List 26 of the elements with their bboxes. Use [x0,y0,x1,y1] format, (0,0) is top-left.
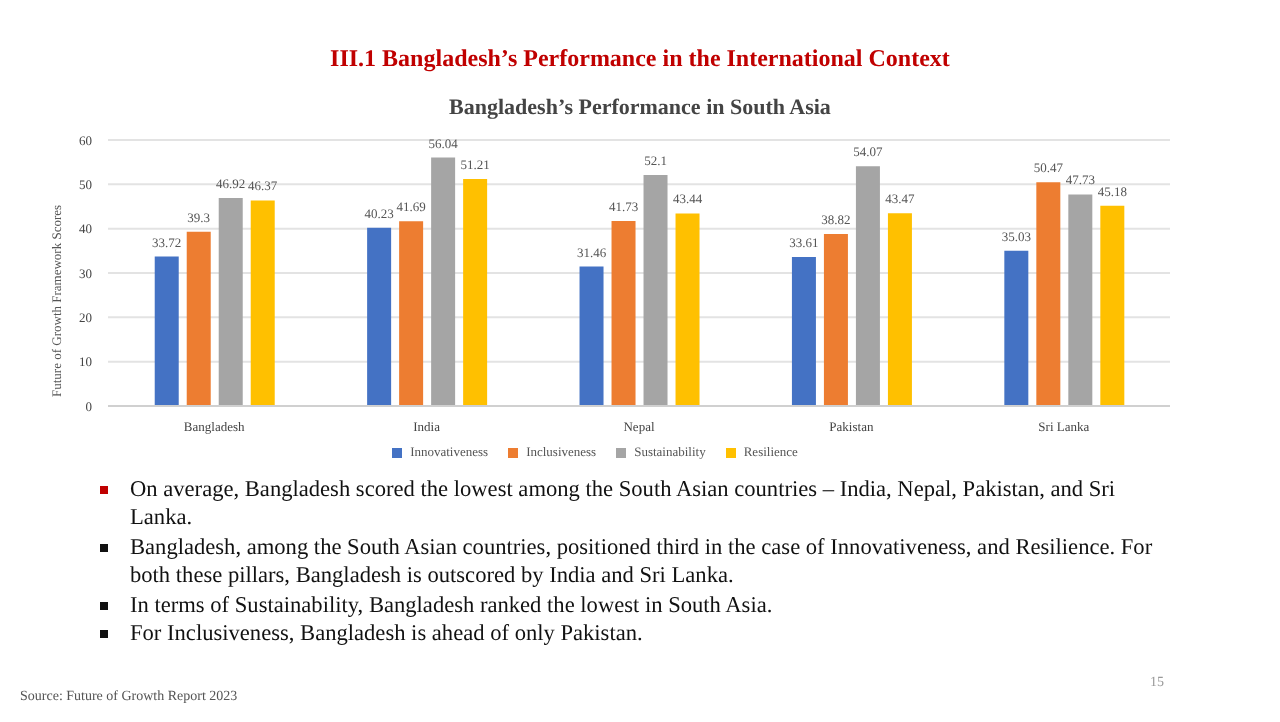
bar [463,178,488,406]
bar [855,166,880,406]
bar [887,213,912,406]
bar [791,257,816,406]
bar [399,221,424,406]
bar [250,200,275,406]
bar [154,256,179,406]
bar [1004,250,1029,406]
bar [367,227,392,406]
bar [675,213,700,406]
bar [579,266,604,406]
bar [218,197,243,406]
chart-subtitle: Bangladesh’s Performance in South Asia [447,96,833,120]
chart-title: III.1 Bangladesh’s Performance in the International Context [328,44,952,74]
bar [1100,205,1125,406]
bar [823,233,848,406]
bar [611,221,636,406]
bar [431,157,456,406]
text: On average, Bangladesh scored the lowest among the South Asian countries – India, Nepal, Pakistan, and Sri Lanka. [130,476,1118,534]
bar [643,175,668,406]
bar [1068,194,1093,406]
text: In terms of Sustainability, Bangladesh ranked the lowest in South Asia. [130,591,773,621]
bar [186,231,211,406]
text: For Inclusiveness, Bangladesh is ahead of only Pakistan. [130,620,643,649]
bar [1036,182,1061,406]
text: Bangladesh, among the South Asian countries, positioned third in the case of Innovativeness, and Resilience. For both these pillars, Bangladesh is outscored by India and Sri Lanka. [130,533,1155,592]
